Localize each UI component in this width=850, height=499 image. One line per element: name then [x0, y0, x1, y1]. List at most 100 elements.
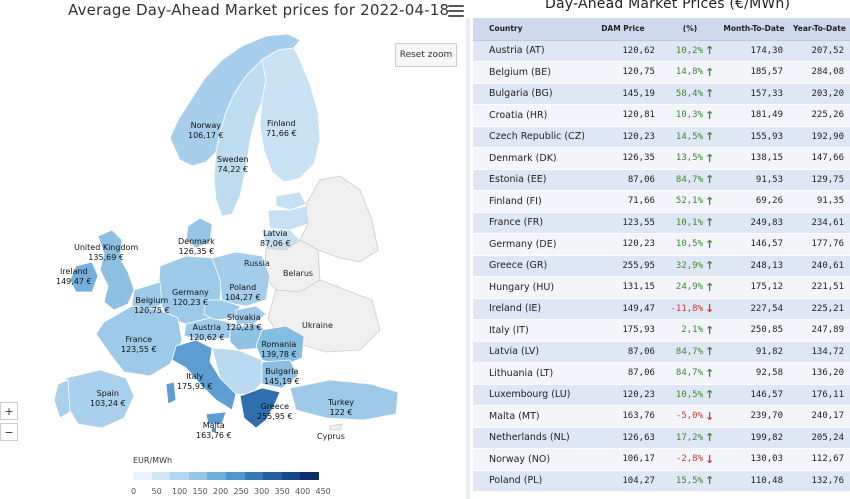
table-row[interactable]: Italy (IT) 175,93 2,1% ↑ 250,85 247,89	[473, 319, 850, 342]
map-label-denmark: Denmark 126,35 €	[178, 237, 215, 256]
map-label-italy: Italy 175,93 €	[177, 372, 213, 391]
map-region-cyprus	[329, 423, 343, 431]
country-cell: Luxembourg (LU)	[473, 384, 585, 406]
map-label-ukraine: Ukraine	[302, 321, 333, 330]
col-header-ytd[interactable]: Year-To-Date	[789, 18, 850, 41]
mtd-cell: 175,12	[719, 276, 789, 299]
legend-tick: 450	[315, 487, 331, 496]
arrow-up-icon: ↑	[705, 61, 719, 84]
ytd-cell: 203,20	[789, 83, 850, 105]
map-label-germany: Germany 120,23 €	[172, 288, 209, 307]
arrow-up-icon: ↑	[705, 233, 719, 256]
mtd-cell: 146,57	[719, 233, 789, 256]
country-cell: Norway (NO)	[473, 448, 585, 471]
map-label-cyprus: Cyprus	[317, 432, 345, 441]
dam-price-cell: 145,19	[584, 83, 661, 105]
legend-tick: 300	[254, 487, 270, 496]
map-label-austria: Austria 120,62 €	[189, 323, 225, 342]
legend-swatch	[263, 472, 282, 480]
table-row[interactable]: Greece (GR) 255,95 32,9% ↑ 248,13 240,61	[473, 255, 850, 277]
arrow-up-icon: ↑	[705, 212, 719, 234]
ytd-cell: 192,90	[789, 126, 850, 148]
map-region-poland	[211, 251, 271, 307]
country-cell: Croatia (HR)	[473, 104, 585, 127]
col-header-mtd[interactable]: Month-To-Date	[719, 18, 789, 41]
table-row[interactable]: Netherlands (NL) 126,63 17,2% ↑ 199,82 205,24	[473, 427, 850, 449]
map-region-romania	[255, 325, 305, 367]
col-header-country[interactable]: Country	[473, 18, 585, 41]
legend-tick: 400	[295, 487, 311, 496]
chart-menu-icon[interactable]	[448, 5, 464, 19]
table-row[interactable]: Malta (MT) 163,76 -5,0% ↓ 239,70 240,17	[473, 405, 850, 428]
table-row[interactable]: Denmark (DK) 126,35 13,5% ↑ 138,15 147,66	[473, 147, 850, 170]
arrow-up-icon: ↑	[705, 384, 719, 406]
map-label-finland: Finland 71,66 €	[266, 119, 297, 138]
table-row[interactable]: Estonia (EE) 87,06 84,7% ↑ 91,53 129,75	[473, 169, 850, 191]
dam-price-cell: 120,23	[584, 384, 661, 406]
zoom-out-button[interactable]: −	[0, 423, 18, 441]
dam-price-cell: 120,81	[584, 104, 661, 127]
europe-map[interactable]	[0, 0, 470, 499]
table-row[interactable]: Ireland (IE) 149,47 -11,8% ↓ 227,54 225,21	[473, 298, 850, 320]
map-region-france	[95, 305, 183, 377]
ytd-cell: 147,66	[789, 147, 850, 170]
map-label-malta: Malta 163,76 €	[196, 421, 232, 440]
legend-tick: 100	[172, 487, 188, 496]
prices-table: Country DAM Price (%) Month-To-Date Year…	[473, 18, 850, 492]
dam-price-cell: 71,66	[584, 190, 661, 213]
arrow-up-icon: ↑	[705, 126, 719, 148]
reset-zoom-button[interactable]: Reset zoom	[395, 43, 457, 67]
mtd-cell: 91,82	[719, 341, 789, 363]
pct-change-cell: -5,0%	[660, 405, 705, 428]
arrow-up-icon: ↑	[705, 255, 719, 277]
pct-change-cell: 14,5%	[660, 126, 705, 148]
table-header-row: Country DAM Price (%) Month-To-Date Year…	[473, 18, 850, 41]
map-region-balkans	[211, 347, 265, 395]
map-label-belarus: Belarus	[283, 269, 314, 278]
table-row[interactable]: Austria (AT) 120,62 10,2% ↑ 174,30 207,52	[473, 40, 850, 62]
ytd-cell: 112,67	[789, 448, 850, 471]
table-row[interactable]: Belgium (BE) 120,75 14,8% ↑ 185,57 284,08	[473, 61, 850, 84]
pct-change-cell: -11,8%	[660, 298, 705, 320]
col-header-pct[interactable]: (%)	[660, 18, 719, 41]
country-cell: Austria (AT)	[473, 40, 585, 62]
table-row[interactable]: Hungary (HU) 131,15 24,9% ↑ 175,12 221,51	[473, 276, 850, 299]
map-title: Average Day-Ahead Market prices for 2022…	[68, 1, 450, 19]
country-cell: Lithuania (LT)	[473, 362, 585, 385]
zoom-in-button[interactable]: +	[0, 402, 18, 420]
pct-change-cell: 10,5%	[660, 384, 705, 406]
map-region-portugal	[53, 379, 71, 419]
table-row[interactable]: Czech Republic (CZ) 120,23 14,5% ↑ 155,93 192…	[473, 126, 850, 148]
country-cell: Poland (PL)	[473, 470, 585, 492]
country-cell: Estonia (EE)	[473, 169, 585, 191]
dam-price-cell: 126,35	[584, 147, 661, 170]
country-cell: Finland (FI)	[473, 190, 585, 213]
map-region-greece	[239, 387, 281, 429]
map-label-france: France 123,55 €	[121, 335, 157, 354]
map-label-latvia: Latvia 87,06 €	[260, 229, 291, 248]
legend-swatch	[207, 472, 226, 480]
ytd-cell: 205,24	[789, 427, 850, 449]
table-row[interactable]: Luxembourg (LU) 120,23 10,5% ↑ 146,57 176,11	[473, 384, 850, 406]
map-label-slovakia: Slovakia 120,23 €	[226, 313, 262, 332]
country-cell: Italy (IT)	[473, 319, 585, 342]
col-header-dam-price[interactable]: DAM Price	[584, 18, 661, 41]
table-row[interactable]: Germany (DE) 120,23 10,5% ↑ 146,57 177,76	[473, 233, 850, 256]
table-row[interactable]: Latvia (LV) 87,06 84,7% ↑ 91,82 134,72	[473, 341, 850, 363]
mtd-cell: 110,48	[719, 470, 789, 492]
table-row[interactable]: Finland (FI) 71,66 52,1% ↑ 69,26 91,35	[473, 190, 850, 213]
table-row[interactable]: Lithuania (LT) 87,06 84,7% ↑ 92,58 136,20	[473, 362, 850, 385]
pct-change-cell: 14,8%	[660, 61, 705, 84]
country-cell: Netherlands (NL)	[473, 427, 585, 449]
table-row[interactable]: Norway (NO) 106,17 -2,8% ↓ 130,03 112,67	[473, 448, 850, 471]
table-row[interactable]: Poland (PL) 104,27 15,5% ↑ 110,48 132,76	[473, 470, 850, 492]
mtd-cell: 91,53	[719, 169, 789, 191]
map-label-turkey: Turkey 122 €	[328, 398, 355, 417]
table-row[interactable]: Croatia (HR) 120,81 10,3% ↑ 181,49 225,26	[473, 104, 850, 127]
table-row[interactable]: Bulgaria (BG) 145,19 58,4% ↑ 157,33 203,20	[473, 83, 850, 105]
table-title: Day-Ahead Market Prices (€/MWh)	[545, 0, 791, 12]
table-row[interactable]: France (FR) 123,55 10,1% ↑ 249,83 234,61	[473, 212, 850, 234]
map-label-sweden: Sweden 74,22 €	[217, 155, 249, 174]
pct-change-cell: 10,5%	[660, 233, 705, 256]
legend-swatch	[225, 472, 245, 480]
